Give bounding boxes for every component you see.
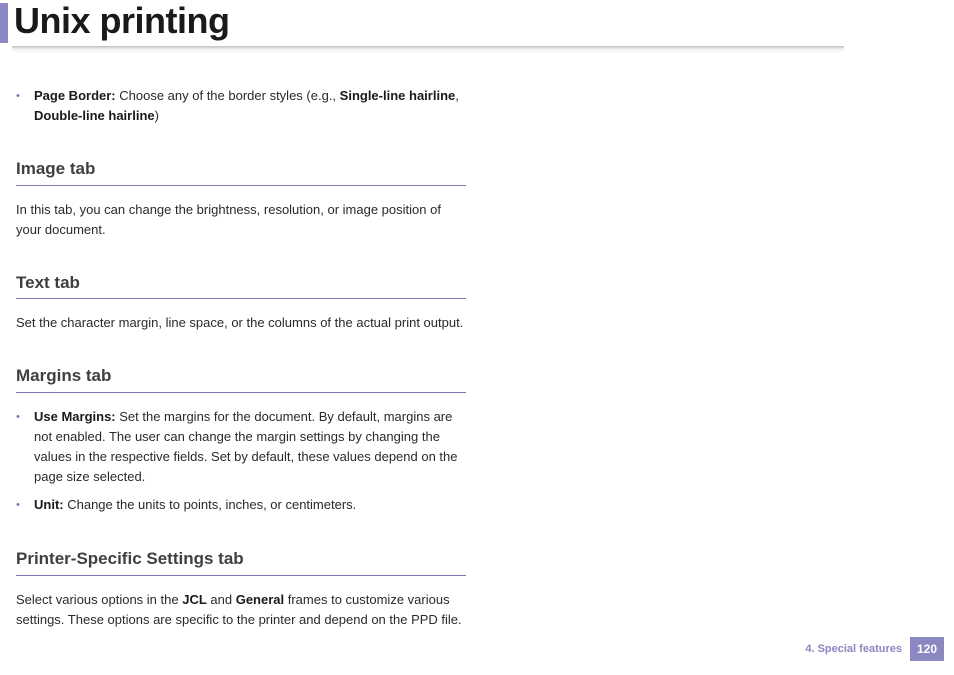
option: Double-line hairline <box>34 108 155 123</box>
content-column: • Page Border: Choose any of the border … <box>16 86 466 636</box>
heading-printer-tab: Printer-Specific Settings tab <box>16 546 466 572</box>
bullet-text: Page Border: Choose any of the border st… <box>34 86 466 126</box>
bullet-text: Use Margins: Set the margins for the doc… <box>34 407 466 488</box>
text: Select various options in the <box>16 592 182 607</box>
bullet-unit: • Unit: Change the units to points, inch… <box>16 495 466 516</box>
option: Single-line hairline <box>340 88 456 103</box>
paragraph: In this tab, you can change the brightne… <box>16 200 466 240</box>
footer: 4. Special features 120 <box>805 637 944 661</box>
label: Unit: <box>34 497 64 512</box>
bullet-icon: • <box>16 407 34 488</box>
label: Use Margins: <box>34 409 116 424</box>
page-number: 120 <box>910 637 944 661</box>
title-underline <box>12 46 844 54</box>
section-rule <box>16 185 466 186</box>
accent-bar <box>0 3 8 43</box>
bullet-page-border: • Page Border: Choose any of the border … <box>16 86 466 126</box>
bullet-use-margins: • Use Margins: Set the margins for the d… <box>16 407 466 488</box>
bullet-text: Unit: Change the units to points, inches… <box>34 495 466 516</box>
section-rule <box>16 298 466 299</box>
label: Page Border: <box>34 88 116 103</box>
text: Change the units to points, inches, or c… <box>64 497 357 512</box>
bullet-icon: • <box>16 86 34 126</box>
manual-page: Unix printing • Page Border: Choose any … <box>0 0 954 675</box>
heading-image-tab: Image tab <box>16 156 466 182</box>
label: JCL <box>182 592 207 607</box>
footer-chapter: 4. Special features <box>805 643 902 655</box>
heading-text-tab: Text tab <box>16 270 466 296</box>
section-rule <box>16 575 466 576</box>
paragraph: Select various options in the JCL and Ge… <box>16 590 466 630</box>
label: General <box>236 592 284 607</box>
text: ) <box>155 108 159 123</box>
text: and <box>207 592 236 607</box>
text: Choose any of the border styles (e.g., <box>116 88 340 103</box>
page-title: Unix printing <box>14 0 229 42</box>
section-rule <box>16 392 466 393</box>
text: , <box>455 88 459 103</box>
bullet-icon: • <box>16 495 34 516</box>
paragraph: Set the character margin, line space, or… <box>16 313 466 333</box>
heading-margins-tab: Margins tab <box>16 363 466 389</box>
